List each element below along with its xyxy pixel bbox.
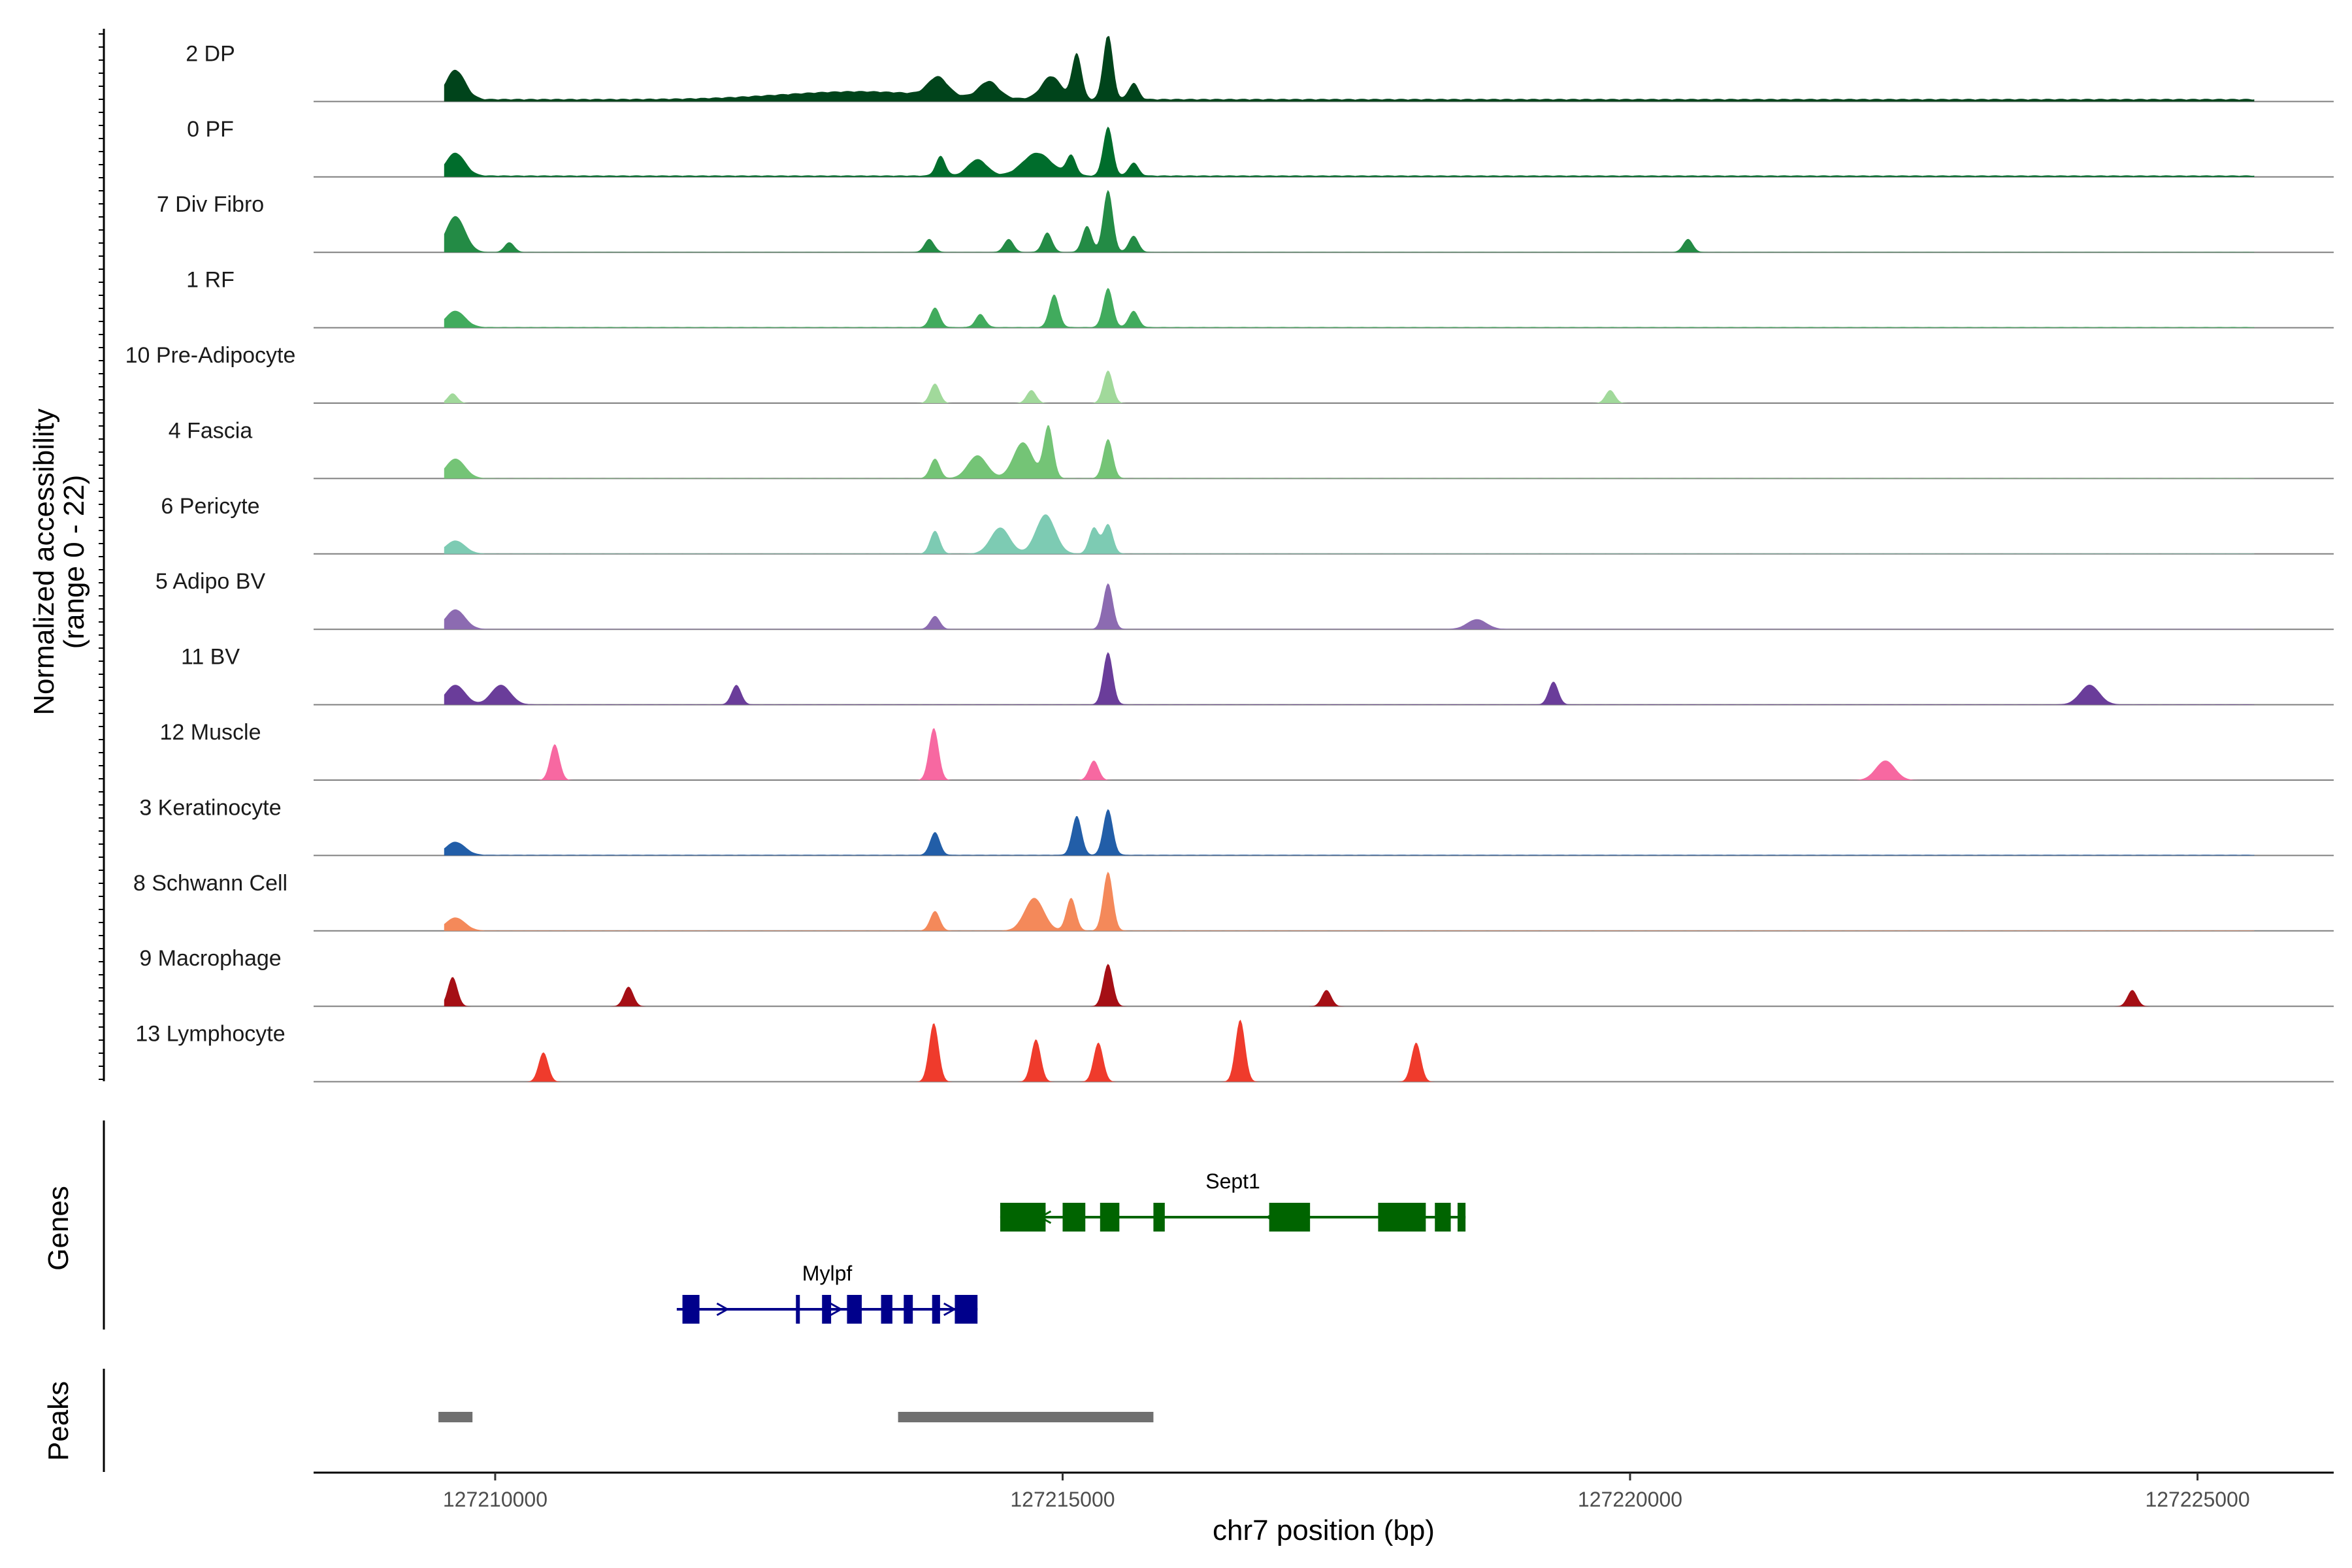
x-tick-label: 127225000 — [2145, 1488, 2249, 1511]
track-area — [444, 514, 2255, 554]
track-area — [444, 1019, 2255, 1082]
gene-sept1: Sept1 — [1000, 1169, 1466, 1232]
strand-arrow — [1152, 1210, 1165, 1224]
track-0-pf: 0 PF — [187, 117, 2334, 178]
gene-exon — [1435, 1203, 1451, 1232]
track-10-pre-adipocyte: 10 Pre-Adipocyte — [125, 343, 2334, 404]
gene-exon — [682, 1295, 700, 1324]
track-label: 5 Adipo BV — [155, 569, 266, 594]
x-tick-label: 127210000 — [443, 1488, 547, 1511]
track-area — [444, 370, 2255, 403]
track-area — [444, 809, 2255, 856]
gene-exon — [932, 1295, 940, 1324]
gene-exon — [955, 1295, 978, 1324]
track-label: 2 DP — [186, 41, 235, 66]
x-tick-label: 127220000 — [1578, 1488, 1682, 1511]
track-area — [444, 287, 2255, 328]
track-8-schwann-cell: 8 Schwann Cell — [133, 871, 2334, 932]
gene-exon — [1000, 1203, 1046, 1232]
peaks-axis-title: Peaks — [42, 1381, 74, 1461]
track-label: 3 Keratinocyte — [139, 795, 281, 820]
accessibility-y-title: Normalized accessibility (range 0 - 22) — [28, 408, 90, 715]
peak-bar — [438, 1412, 473, 1422]
track-area — [444, 36, 2255, 102]
track-area — [444, 126, 2255, 177]
x-tick-label: 127215000 — [1010, 1488, 1115, 1511]
gene-exon — [822, 1295, 832, 1324]
strand-arrow — [830, 1302, 843, 1316]
strand-arrow — [1038, 1210, 1052, 1224]
gene-exon — [796, 1295, 800, 1324]
peaks-panel — [438, 1412, 1154, 1422]
gene-exon — [1153, 1203, 1165, 1232]
track-label: 0 PF — [187, 117, 234, 142]
genes-axis-title: Genes — [42, 1186, 74, 1271]
gene-exon — [1062, 1203, 1086, 1232]
track-area — [444, 189, 2255, 253]
track-area — [444, 652, 2255, 705]
gene-mylpf: Mylpf — [676, 1262, 978, 1324]
track-6-pericyte: 6 Pericyte — [161, 494, 2334, 555]
track-label: 13 Lymphocyte — [135, 1022, 285, 1047]
y-axis-title-line2: (range 0 - 22) — [58, 475, 90, 649]
gene-exon — [1378, 1203, 1426, 1232]
accessibility-tracks: 2 DP 0 PF 7 Div Fibro 1 RF 10 Pre-Adipocyte 4… — [125, 36, 2334, 1083]
track-7-div-fibro: 7 Div Fibro — [157, 189, 2334, 253]
track-1-rf: 1 RF — [186, 268, 2334, 329]
gene-label: Mylpf — [802, 1262, 853, 1285]
track-label: 11 BV — [181, 645, 240, 670]
track-label: 12 Muscle — [160, 720, 261, 745]
track-9-macrophage: 9 Macrophage — [139, 946, 2334, 1007]
track-label: 10 Pre-Adipocyte — [125, 343, 296, 368]
accessibility-minor-ticks — [99, 33, 104, 1080]
strand-arrow — [1265, 1210, 1279, 1224]
gene-annotation-panel: Sept1 Mylpf — [676, 1169, 1466, 1324]
track-area — [444, 728, 2255, 780]
track-label: 6 Pericyte — [161, 494, 259, 519]
gene-exon — [1457, 1203, 1466, 1232]
x-axis-ticks: 127210000 127215000 127220000 127225000 — [443, 1473, 2250, 1511]
track-5-adipo-bv: 5 Adipo BV — [155, 569, 2334, 630]
track-12-muscle: 12 Muscle — [160, 720, 2334, 781]
track-3-keratinocyte: 3 Keratinocyte — [139, 795, 2334, 857]
track-label: 4 Fascia — [169, 418, 253, 443]
gene-exon — [847, 1295, 862, 1324]
track-4-fascia: 4 Fascia — [169, 418, 2334, 480]
y-axis-title-line1: Normalized accessibility — [28, 408, 60, 715]
track-label: 8 Schwann Cell — [133, 871, 287, 896]
track-label: 7 Div Fibro — [157, 192, 264, 217]
strand-arrow — [943, 1302, 956, 1316]
strand-arrow — [1379, 1210, 1392, 1224]
track-2-dp: 2 DP — [186, 36, 2334, 103]
track-area — [444, 583, 2255, 630]
x-axis-title: chr7 position (bp) — [1213, 1514, 1435, 1546]
track-area — [444, 425, 2255, 479]
track-label: 9 Macrophage — [139, 946, 281, 971]
track-11-bv: 11 BV — [181, 645, 2334, 706]
gene-exon — [881, 1295, 892, 1324]
track-area — [444, 964, 2255, 1007]
track-area — [444, 872, 2255, 931]
track-label: 1 RF — [186, 268, 235, 293]
gene-exon — [904, 1295, 913, 1324]
track-13-lymphocyte: 13 Lymphocyte — [135, 1019, 2334, 1083]
gene-exon — [1269, 1203, 1311, 1232]
gene-exon — [1100, 1203, 1120, 1232]
gene-label: Sept1 — [1205, 1169, 1260, 1193]
strand-arrow — [716, 1302, 730, 1316]
peak-bar — [898, 1412, 1154, 1422]
